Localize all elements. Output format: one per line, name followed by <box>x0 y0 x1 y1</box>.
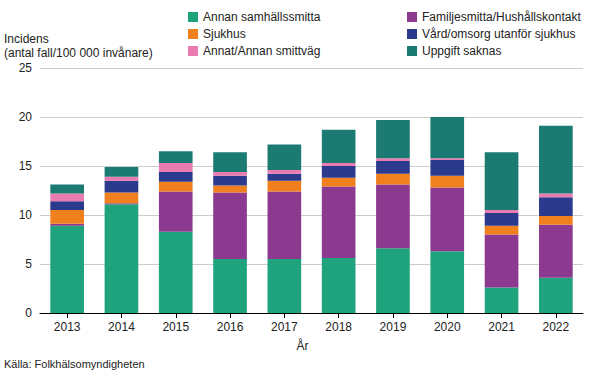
svg-text:(antal fall/100 000 invånare): (antal fall/100 000 invånare) <box>4 46 153 60</box>
svg-text:Incidens: Incidens <box>4 32 49 46</box>
svg-text:5: 5 <box>25 257 32 271</box>
svg-text:0: 0 <box>25 306 32 320</box>
svg-text:2017: 2017 <box>271 320 298 334</box>
svg-text:Annan samhällssmitta: Annan samhällssmitta <box>203 10 321 24</box>
svg-text:Sjukhus: Sjukhus <box>203 27 246 41</box>
svg-text:25: 25 <box>19 61 33 75</box>
svg-text:2022: 2022 <box>542 320 569 334</box>
svg-text:2013: 2013 <box>54 320 81 334</box>
svg-text:2016: 2016 <box>217 320 244 334</box>
svg-text:2021: 2021 <box>488 320 515 334</box>
svg-text:År: År <box>297 338 309 353</box>
svg-text:Annat/Annan smittväg: Annat/Annan smittväg <box>203 44 320 58</box>
svg-text:10: 10 <box>19 208 33 222</box>
svg-text:Familjesmitta/Hushållskontakt: Familjesmitta/Hushållskontakt <box>422 10 581 24</box>
svg-text:Uppgift saknas: Uppgift saknas <box>422 44 501 58</box>
svg-text:2020: 2020 <box>434 320 461 334</box>
svg-text:2019: 2019 <box>380 320 407 334</box>
svg-text:2014: 2014 <box>108 320 135 334</box>
svg-text:Källa: Folkhälsomyndigheten: Källa: Folkhälsomyndigheten <box>4 358 145 370</box>
svg-text:2018: 2018 <box>325 320 352 334</box>
svg-text:2015: 2015 <box>162 320 189 334</box>
svg-text:Vård/omsorg utanför sjukhus: Vård/omsorg utanför sjukhus <box>422 27 575 41</box>
svg-text:15: 15 <box>19 159 33 173</box>
svg-text:20: 20 <box>19 110 33 124</box>
